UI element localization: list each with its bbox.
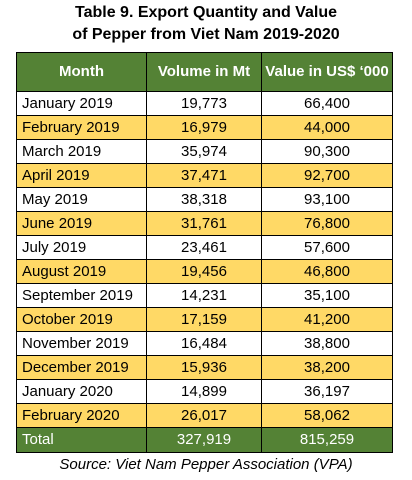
table-row: August 2019 19,456 46,800 [16, 259, 393, 284]
volume-cell: 16,484 [146, 331, 262, 356]
value-cell: 57,600 [261, 235, 393, 260]
volume-cell: 38,318 [146, 187, 262, 212]
value-cell: 44,000 [261, 115, 393, 140]
volume-cell: 16,979 [146, 115, 262, 140]
total-value-cell: 815,259 [261, 427, 393, 453]
table-title-line-1: Table 9. Export Quantity and Value [75, 4, 337, 21]
table-row: January 2020 14,899 36,197 [16, 379, 393, 404]
column-header-month: Month [16, 52, 147, 92]
month-cell: May 2019 [16, 187, 147, 212]
table-row: March 2019 35,974 90,300 [16, 139, 393, 164]
volume-cell: 35,974 [146, 139, 262, 164]
volume-cell: 14,899 [146, 379, 262, 404]
table-row: July 2019 23,461 57,600 [16, 235, 393, 260]
volume-cell: 19,773 [146, 91, 262, 116]
volume-cell: 14,231 [146, 283, 262, 308]
value-cell: 36,197 [261, 379, 393, 404]
value-cell: 46,800 [261, 259, 393, 284]
month-cell: July 2019 [16, 235, 147, 260]
value-cell: 38,800 [261, 331, 393, 356]
month-cell: January 2019 [16, 91, 147, 116]
value-cell: 35,100 [261, 283, 393, 308]
table-row: April 2019 37,471 92,700 [16, 163, 393, 188]
value-cell: 76,800 [261, 211, 393, 236]
volume-cell: 26,017 [146, 403, 262, 428]
month-cell: October 2019 [16, 307, 147, 332]
month-cell: February 2019 [16, 115, 147, 140]
table-row: May 2019 38,318 93,100 [16, 187, 393, 212]
volume-cell: 23,461 [146, 235, 262, 260]
table-title: Table 9. Export Quantity and Value of Pe… [0, 2, 412, 46]
value-cell: 93,100 [261, 187, 393, 212]
volume-cell: 31,761 [146, 211, 262, 236]
value-cell: 66,400 [261, 91, 393, 116]
month-cell: November 2019 [16, 331, 147, 356]
value-cell: 90,300 [261, 139, 393, 164]
volume-cell: 19,456 [146, 259, 262, 284]
volume-cell: 17,159 [146, 307, 262, 332]
pepper-export-table: Month Volume in Mt Value in US$ ‘000 Jan… [16, 52, 393, 453]
value-cell: 58,062 [261, 403, 393, 428]
value-cell: 38,200 [261, 355, 393, 380]
month-cell: December 2019 [16, 355, 147, 380]
month-cell: August 2019 [16, 259, 147, 284]
table-row: October 2019 17,159 41,200 [16, 307, 393, 332]
total-row: Total 327,919 815,259 [16, 427, 393, 453]
total-label-cell: Total [16, 427, 147, 453]
month-cell: April 2019 [16, 163, 147, 188]
volume-cell: 15,936 [146, 355, 262, 380]
table-row: November 2019 16,484 38,800 [16, 331, 393, 356]
table-row: February 2020 26,017 58,062 [16, 403, 393, 428]
volume-cell: 37,471 [146, 163, 262, 188]
value-cell: 41,200 [261, 307, 393, 332]
month-cell: June 2019 [16, 211, 147, 236]
table-header-row: Month Volume in Mt Value in US$ ‘000 [16, 52, 393, 92]
month-cell: January 2020 [16, 379, 147, 404]
table-row: December 2019 15,936 38,200 [16, 355, 393, 380]
month-cell: February 2020 [16, 403, 147, 428]
column-header-volume: Volume in Mt [146, 52, 262, 92]
table-title-line-2: of Pepper from Viet Nam 2019-2020 [72, 26, 340, 43]
table-row: June 2019 31,761 76,800 [16, 211, 393, 236]
total-volume-cell: 327,919 [146, 427, 262, 453]
table-row: January 2019 19,773 66,400 [16, 91, 393, 116]
table-row: February 2019 16,979 44,000 [16, 115, 393, 140]
source-caption: Source: Viet Nam Pepper Association (VPA… [59, 456, 353, 473]
table-row: September 2019 14,231 35,100 [16, 283, 393, 308]
value-cell: 92,700 [261, 163, 393, 188]
month-cell: March 2019 [16, 139, 147, 164]
column-header-value: Value in US$ ‘000 [261, 52, 393, 92]
month-cell: September 2019 [16, 283, 147, 308]
